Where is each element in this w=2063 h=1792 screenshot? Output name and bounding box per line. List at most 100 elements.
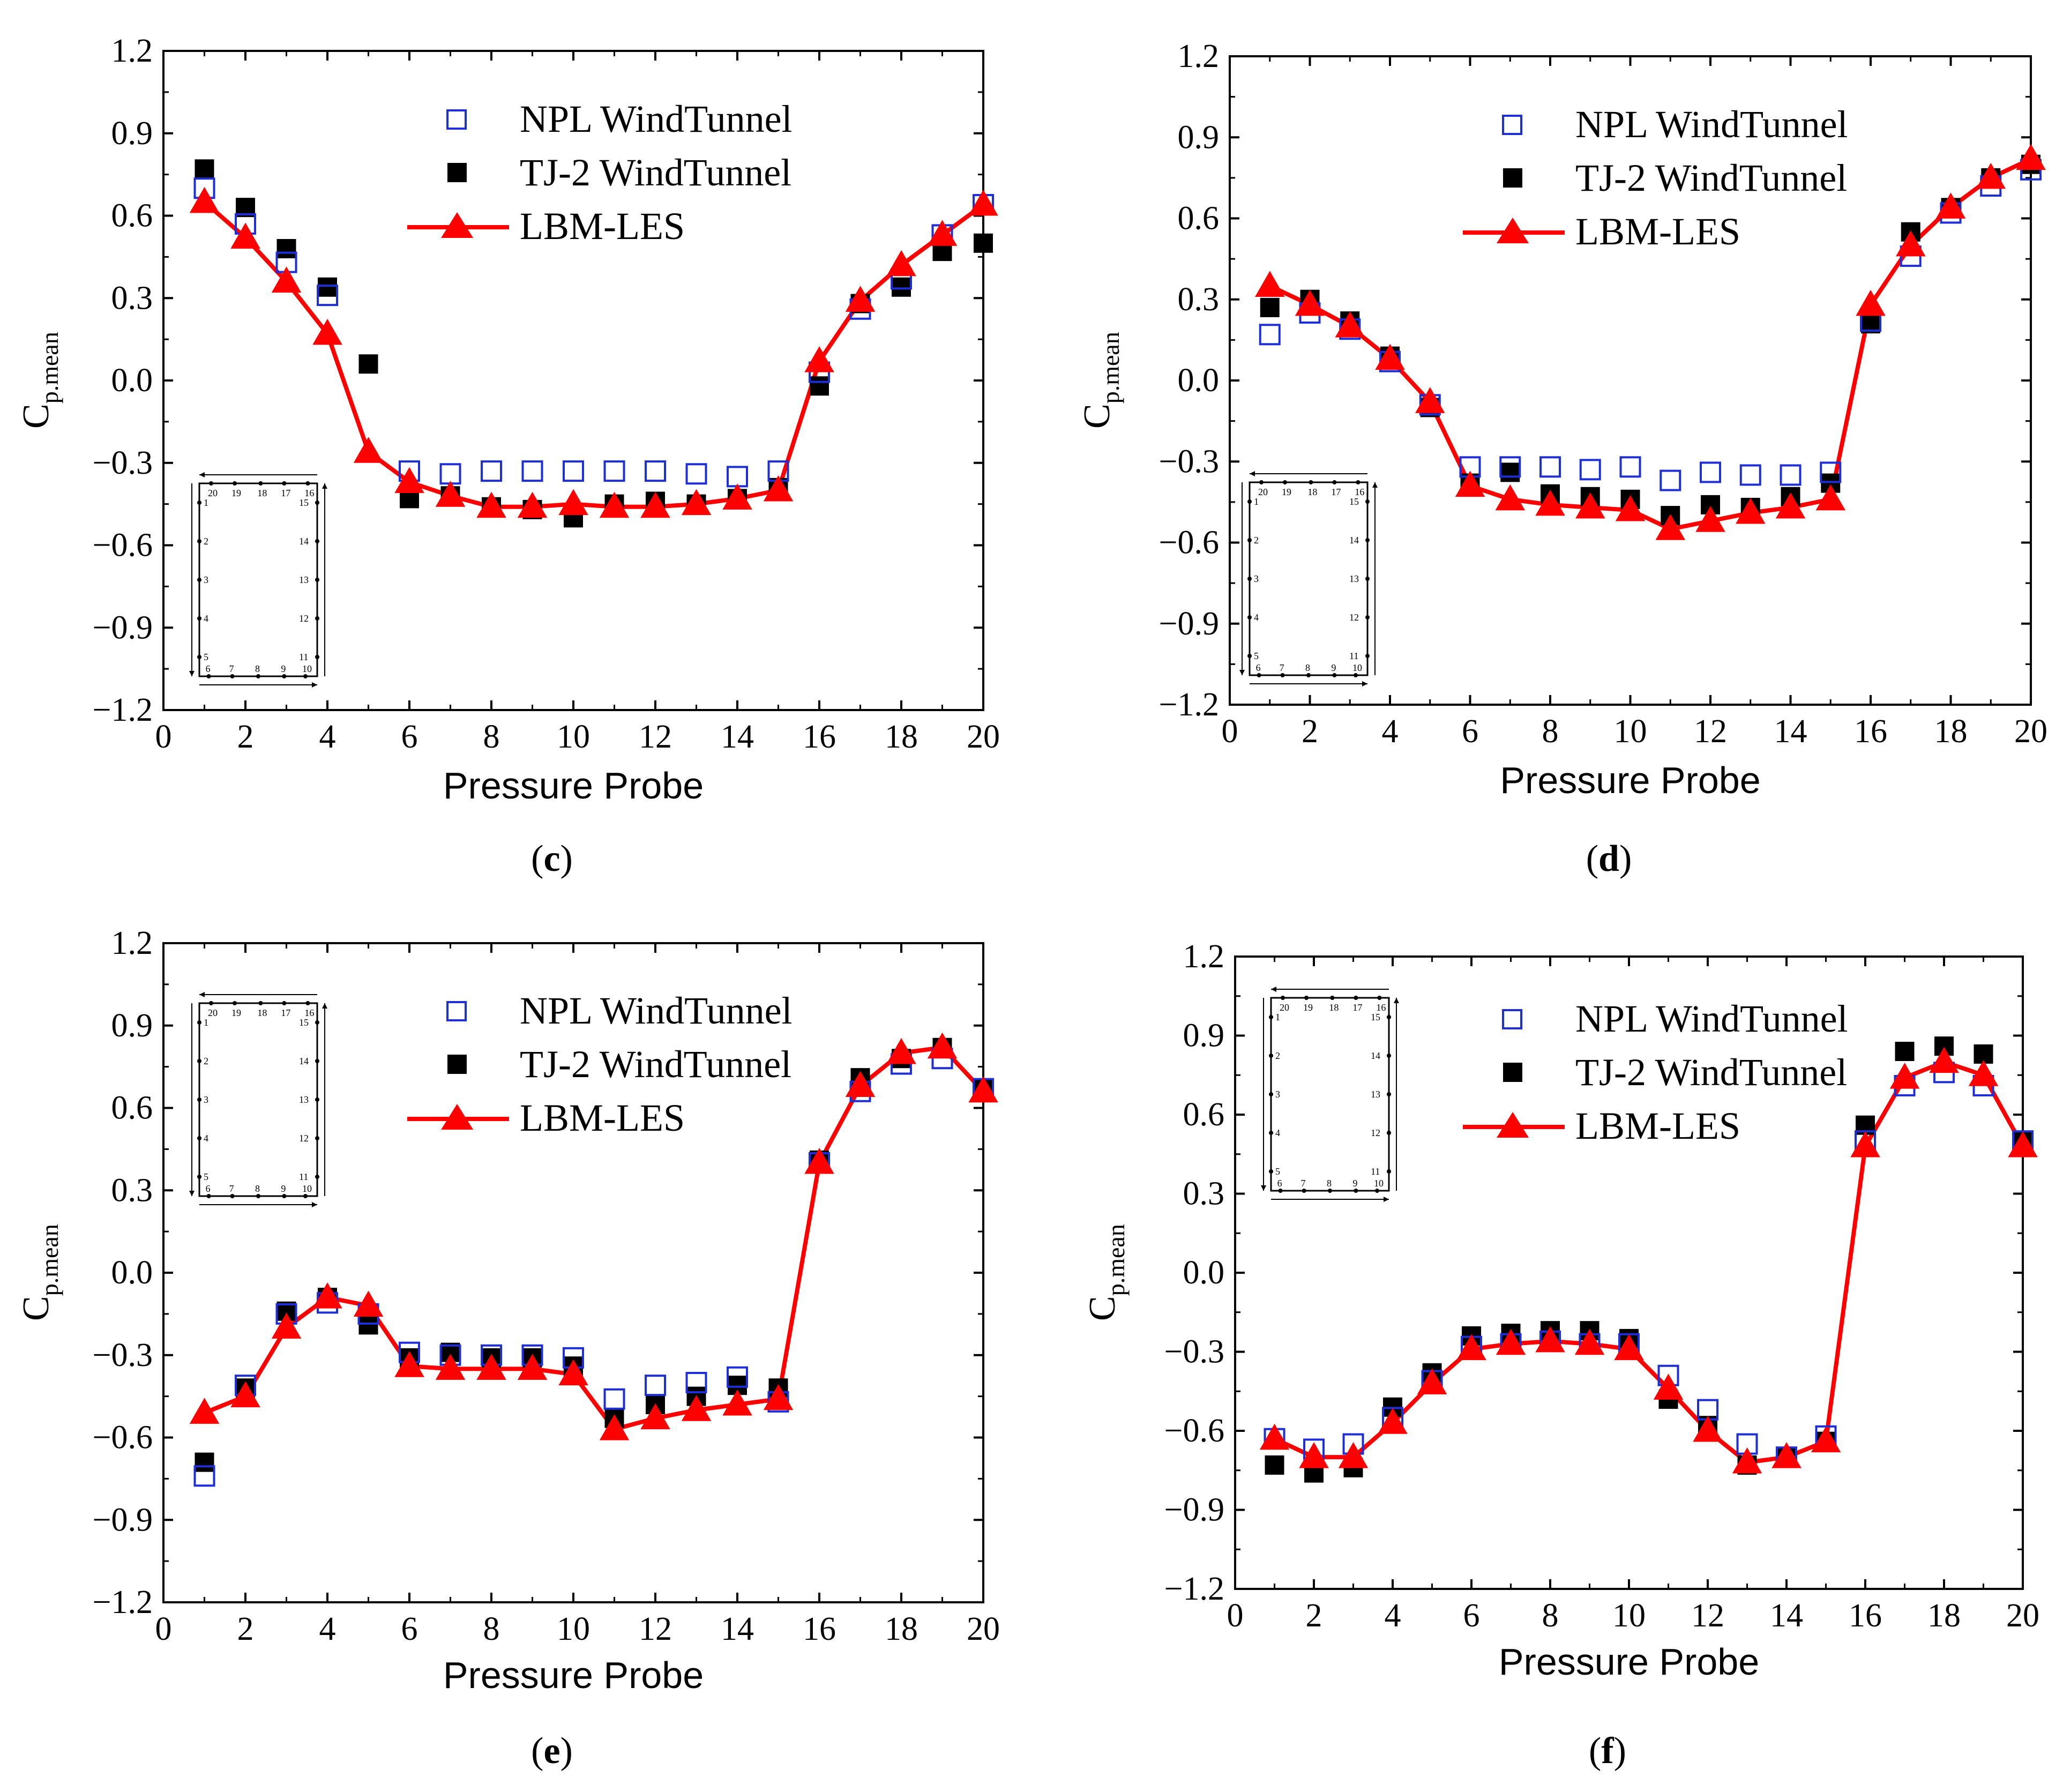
inset-probe-label: 1 bbox=[1275, 1012, 1280, 1022]
data-point-lbm-les bbox=[1417, 1368, 1447, 1394]
inset-probe-dot bbox=[1280, 673, 1285, 677]
data-point-npl bbox=[603, 460, 625, 482]
data-point-lbm-les bbox=[1968, 1060, 1999, 1086]
inset-arrowhead-top bbox=[199, 472, 205, 477]
data-point-lbm-les bbox=[599, 1414, 630, 1440]
inset-probe-dot bbox=[1309, 480, 1313, 484]
y-tick-label: −0.6 bbox=[1164, 1413, 1224, 1449]
x-tick-label: 20 bbox=[2006, 1597, 2039, 1634]
inset-probe-dot bbox=[1365, 499, 1370, 504]
inset-probe-dot bbox=[305, 1001, 310, 1005]
inset-probe-dot bbox=[230, 1194, 235, 1198]
inset-arrowhead-bottom bbox=[1362, 681, 1367, 686]
data-point-lbm-les bbox=[1935, 192, 1966, 219]
data-point-lbm-les bbox=[271, 1312, 302, 1339]
x-tick-label: 2 bbox=[1302, 713, 1318, 750]
data-point-lbm-les bbox=[1335, 311, 1365, 338]
inset-probe-label: 16 bbox=[1376, 1002, 1386, 1013]
inset-probe-label: 3 bbox=[1275, 1089, 1280, 1100]
inset-probe-label: 8 bbox=[1305, 662, 1310, 673]
inset-probe-dot bbox=[258, 481, 263, 486]
data-point-lbm-les bbox=[435, 1354, 466, 1380]
inset-probe-dot bbox=[1283, 480, 1287, 484]
legend: NPL WindTunnel TJ-2 WindTunnel LBM-LES bbox=[407, 98, 793, 248]
data-point-lbm-les bbox=[1775, 492, 1806, 519]
inset-probe-label: 17 bbox=[281, 488, 290, 498]
legend-label-tj2: TJ-2 WindTunnel bbox=[520, 151, 791, 194]
legend-marker-tj2 bbox=[447, 1055, 467, 1074]
data-point-npl bbox=[685, 1372, 707, 1393]
inset-probe-label: 14 bbox=[1371, 1050, 1380, 1061]
x-tick-label: 10 bbox=[557, 1611, 590, 1647]
y-tick-label: 0.3 bbox=[1183, 1176, 1225, 1212]
data-point-lbm-les bbox=[517, 491, 548, 518]
inset-probe-label: 14 bbox=[1349, 535, 1359, 546]
inset-probe-dot bbox=[1257, 673, 1261, 677]
plot-frame bbox=[162, 50, 984, 711]
inset-probe-dot bbox=[1356, 480, 1361, 484]
x-tick-label: 0 bbox=[155, 719, 172, 755]
inset-arrowhead-top bbox=[1250, 471, 1255, 476]
data-point-npl bbox=[563, 460, 584, 482]
data-point-lbm-les bbox=[1856, 289, 1886, 316]
inset-probe-label: 9 bbox=[1352, 1178, 1357, 1189]
x-tick-label: 4 bbox=[319, 1611, 336, 1647]
data-point-lbm-les bbox=[1850, 1131, 1880, 1158]
data-point-lbm-les bbox=[1299, 1442, 1329, 1468]
data-point-lbm-les bbox=[804, 1147, 834, 1174]
y-tick-label: 0.6 bbox=[1183, 1096, 1225, 1133]
inset-probe-dot bbox=[1354, 673, 1358, 677]
data-point-lbm-les bbox=[1653, 1373, 1684, 1400]
y-tick-label: 0.6 bbox=[1178, 200, 1220, 237]
inset-probe-dot bbox=[197, 539, 201, 543]
data-point-lbm-les bbox=[1255, 271, 1285, 297]
data-point-npl bbox=[727, 466, 748, 488]
inset-probe-dot bbox=[1269, 1015, 1273, 1019]
legend-marker-tj2 bbox=[447, 163, 467, 182]
y-tick-label: −0.6 bbox=[93, 1420, 153, 1456]
data-point-lbm-les bbox=[886, 1037, 916, 1064]
x-tick-label: 12 bbox=[1691, 1597, 1724, 1634]
x-tick-label: 16 bbox=[803, 719, 836, 755]
inset-probe-label: 13 bbox=[1371, 1089, 1380, 1100]
y-tick-label: −1.2 bbox=[93, 1584, 153, 1621]
inset-probe-dot bbox=[1259, 480, 1264, 484]
inset-probe-label: 13 bbox=[1349, 573, 1359, 584]
legend-marker-tj2 bbox=[1503, 1063, 1522, 1082]
inset-probe-dot bbox=[315, 1097, 319, 1102]
inset-probe-label: 5 bbox=[204, 652, 208, 662]
data-point-lbm-les bbox=[271, 266, 302, 293]
inset-probe-label: 7 bbox=[229, 1183, 234, 1194]
y-tick-label: 0.6 bbox=[111, 198, 153, 234]
inset-probe-dot bbox=[315, 501, 319, 505]
inset-arrowhead-right bbox=[322, 1003, 327, 1009]
x-tick-label: 2 bbox=[237, 719, 254, 755]
inset-probe-dot bbox=[197, 578, 201, 582]
data-point-lbm-les bbox=[2016, 144, 2046, 170]
inset-probe-label: 1 bbox=[204, 1017, 208, 1028]
data-point-lbm-les bbox=[353, 1290, 384, 1317]
data-point-tj2 bbox=[195, 159, 214, 179]
inset-probe-dot bbox=[282, 1194, 287, 1198]
y-tick-label: 0.0 bbox=[111, 1255, 153, 1291]
inset-probe-label: 18 bbox=[1329, 1002, 1339, 1013]
inset-probe-dot bbox=[209, 481, 213, 486]
inset-probe-label: 12 bbox=[299, 1133, 309, 1144]
inset-probe-dot bbox=[315, 655, 319, 659]
data-point-npl bbox=[521, 460, 543, 482]
inset-probe-dot bbox=[206, 674, 211, 678]
data-point-lbm-les bbox=[1496, 1328, 1526, 1355]
y-axis-label-subscript: p.mean bbox=[36, 332, 63, 404]
inset-probe-dot bbox=[209, 1001, 213, 1005]
x-tick-label: 2 bbox=[237, 1611, 254, 1647]
data-point-lbm-les bbox=[394, 1351, 424, 1377]
x-tick-label: 8 bbox=[1542, 713, 1559, 750]
inset-probe-dot bbox=[1387, 1015, 1391, 1019]
data-point-lbm-les bbox=[189, 1398, 220, 1424]
inset-probe-label: 17 bbox=[1352, 1002, 1362, 1013]
inset-probe-label: 20 bbox=[1280, 1002, 1289, 1013]
data-point-lbm-les bbox=[1575, 492, 1605, 519]
legend-marker-tj2 bbox=[1503, 168, 1522, 188]
inset-probe-label: 2 bbox=[204, 536, 208, 547]
data-point-lbm-les bbox=[230, 222, 260, 249]
